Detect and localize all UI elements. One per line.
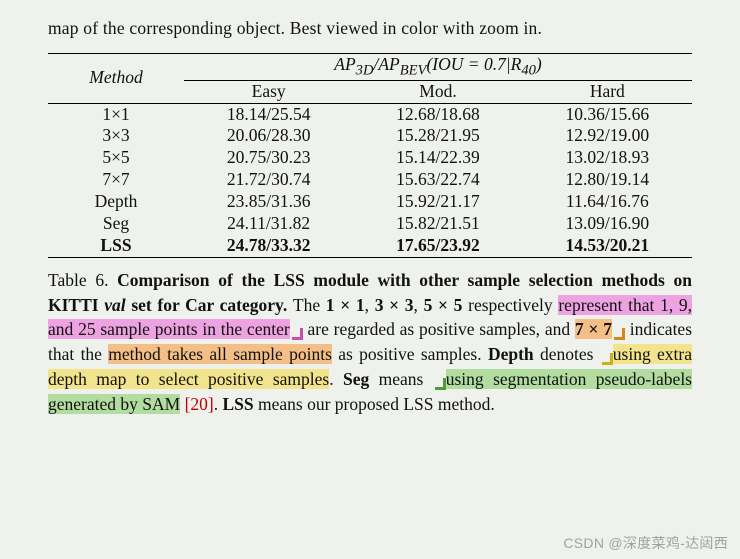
cell-method: 5×5 (48, 147, 184, 169)
cell-method: 1×1 (48, 104, 184, 126)
txt: , (414, 295, 424, 315)
col-easy: Easy (184, 80, 353, 103)
cell-value: 12.68/18.68 (353, 104, 522, 126)
annotation-handle-icon[interactable] (290, 328, 303, 341)
txt: . (329, 369, 343, 389)
sym-3x3: 3 × 3 (375, 295, 414, 315)
cell-value: 20.06/28.30 (184, 125, 353, 147)
citation-link[interactable]: [20] (185, 394, 214, 414)
cell-method: Seg (48, 213, 184, 235)
cell-value: 23.85/31.36 (184, 191, 353, 213)
csdn-watermark: CSDN @深度菜鸡-达闼西 (563, 533, 728, 553)
cell-value: 10.36/15.66 (523, 104, 692, 126)
cell-value: 13.09/16.90 (523, 213, 692, 235)
col-hard: Hard (523, 80, 692, 103)
cell-value: 15.82/21.51 (353, 213, 522, 235)
highlight-orange: method takes all sample points (108, 344, 332, 364)
col-mod: Mod. (353, 80, 522, 103)
caption-title-tail: set for Car category. (131, 295, 287, 315)
table-caption: Table 6. Comparison of the LSS module wi… (48, 268, 692, 417)
cell-value: 14.53/20.21 (523, 235, 692, 257)
cell-method: 7×7 (48, 169, 184, 191)
txt: respectively (462, 295, 558, 315)
txt: means our proposed LSS method. (254, 394, 495, 414)
table-row: LSS24.78/33.3217.65/23.9214.53/20.21 (48, 235, 692, 257)
cell-value: 24.78/33.32 (184, 235, 353, 257)
txt: , (365, 295, 375, 315)
txt: are regarded as positive samples, and (303, 319, 575, 339)
caption-title-ital: val (104, 295, 125, 315)
col-method: Method (48, 54, 184, 104)
cell-value: 21.72/30.74 (184, 169, 353, 191)
term-depth: Depth (488, 344, 534, 364)
table-row: Seg24.11/31.8215.82/21.5113.09/16.90 (48, 213, 692, 235)
txt: The (293, 295, 326, 315)
txt: as positive samples. (332, 344, 488, 364)
cell-value: 18.14/25.54 (184, 104, 353, 126)
cell-value: 12.92/19.00 (523, 125, 692, 147)
cell-value: 13.02/18.93 (523, 147, 692, 169)
annotation-handle-icon[interactable] (433, 378, 446, 391)
table-row: 5×520.75/30.2315.14/22.3913.02/18.93 (48, 147, 692, 169)
sym-1x1: 1 × 1 (326, 295, 365, 315)
cell-method: LSS (48, 235, 184, 257)
cell-value: 17.65/23.92 (353, 235, 522, 257)
table-row: 3×320.06/28.3015.28/21.9512.92/19.00 (48, 125, 692, 147)
cell-method: Depth (48, 191, 184, 213)
col-metric-group: AP3D/APBEV(IOU = 0.7|R40) (184, 54, 692, 81)
cell-method: 3×3 (48, 125, 184, 147)
cell-value: 15.28/21.95 (353, 125, 522, 147)
caption-label: Table 6. (48, 270, 108, 290)
paper-excerpt: map of the corresponding object. Best vi… (0, 0, 740, 444)
results-table: Method AP3D/APBEV(IOU = 0.7|R40) Easy Mo… (48, 53, 692, 258)
txt: denotes (534, 344, 600, 364)
highlight-orange: 7 × 7 (575, 319, 612, 339)
cell-value: 20.75/30.23 (184, 147, 353, 169)
prev-caption-fragment: map of the corresponding object. Best vi… (48, 18, 692, 39)
term-seg: Seg (343, 369, 369, 389)
table-row: 1×118.14/25.5412.68/18.6810.36/15.66 (48, 104, 692, 126)
cell-value: 24.11/31.82 (184, 213, 353, 235)
table-row: 7×721.72/30.7415.63/22.7412.80/19.14 (48, 169, 692, 191)
cell-value: 15.92/21.17 (353, 191, 522, 213)
cell-value: 15.14/22.39 (353, 147, 522, 169)
cell-value: 12.80/19.14 (523, 169, 692, 191)
annotation-handle-icon[interactable] (612, 328, 625, 341)
annotation-handle-icon[interactable] (600, 353, 613, 366)
term-lss: LSS (222, 394, 253, 414)
cell-value: 15.63/22.74 (353, 169, 522, 191)
txt: means (369, 369, 433, 389)
cell-value: 11.64/16.76 (523, 191, 692, 213)
table-row: Depth23.85/31.3615.92/21.1711.64/16.76 (48, 191, 692, 213)
sym-5x5: 5 × 5 (424, 295, 463, 315)
